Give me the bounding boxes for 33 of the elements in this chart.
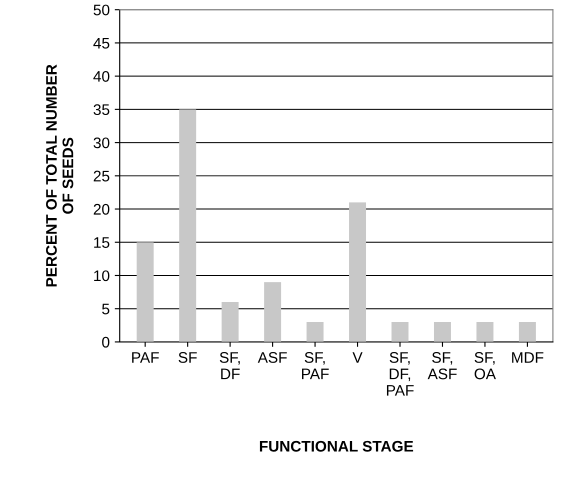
x-tick-label: SF, PAF xyxy=(302,352,329,380)
y-tick-label: 35 xyxy=(94,104,110,116)
bar xyxy=(136,242,154,342)
x-tick-label: SF, ASF xyxy=(428,352,457,380)
y-tick-label: 20 xyxy=(94,204,110,215)
x-tick-label: SF, OA xyxy=(474,352,496,380)
x-tick-label: V xyxy=(352,352,363,363)
x-tick-label: PAF xyxy=(132,352,159,363)
bar xyxy=(306,322,324,342)
x-tick-label: MDF xyxy=(512,352,544,363)
y-tick-label: 5 xyxy=(102,304,110,314)
y-tick-label: 15 xyxy=(94,237,110,248)
y-tick-label: 30 xyxy=(94,137,110,148)
y-tick-label: 45 xyxy=(93,38,110,49)
x-tick-label: SF, DF, PAF xyxy=(386,352,414,396)
bar xyxy=(349,202,366,342)
y-tick-label: 10 xyxy=(94,270,110,282)
bar xyxy=(392,322,408,342)
bar xyxy=(434,322,451,342)
y-tick-label: 0 xyxy=(102,336,110,348)
bar xyxy=(518,322,536,342)
x-tick-label: SF xyxy=(178,352,197,363)
y-tick-label: 40 xyxy=(93,71,110,82)
bar xyxy=(179,109,196,342)
y-tick-label: 50 xyxy=(94,4,110,16)
bar xyxy=(476,322,494,342)
y-tick-label: 25 xyxy=(94,170,110,182)
bar xyxy=(264,282,282,342)
y-axis-title: PERCENT OF TOTAL NUMBER OF SEEDS xyxy=(46,64,74,286)
x-axis-title: FUNCTIONAL STAGE xyxy=(260,440,414,452)
x-tick-label: ASF xyxy=(258,352,287,363)
x-tick-label: SF, DF xyxy=(220,352,240,380)
bar xyxy=(222,302,239,342)
